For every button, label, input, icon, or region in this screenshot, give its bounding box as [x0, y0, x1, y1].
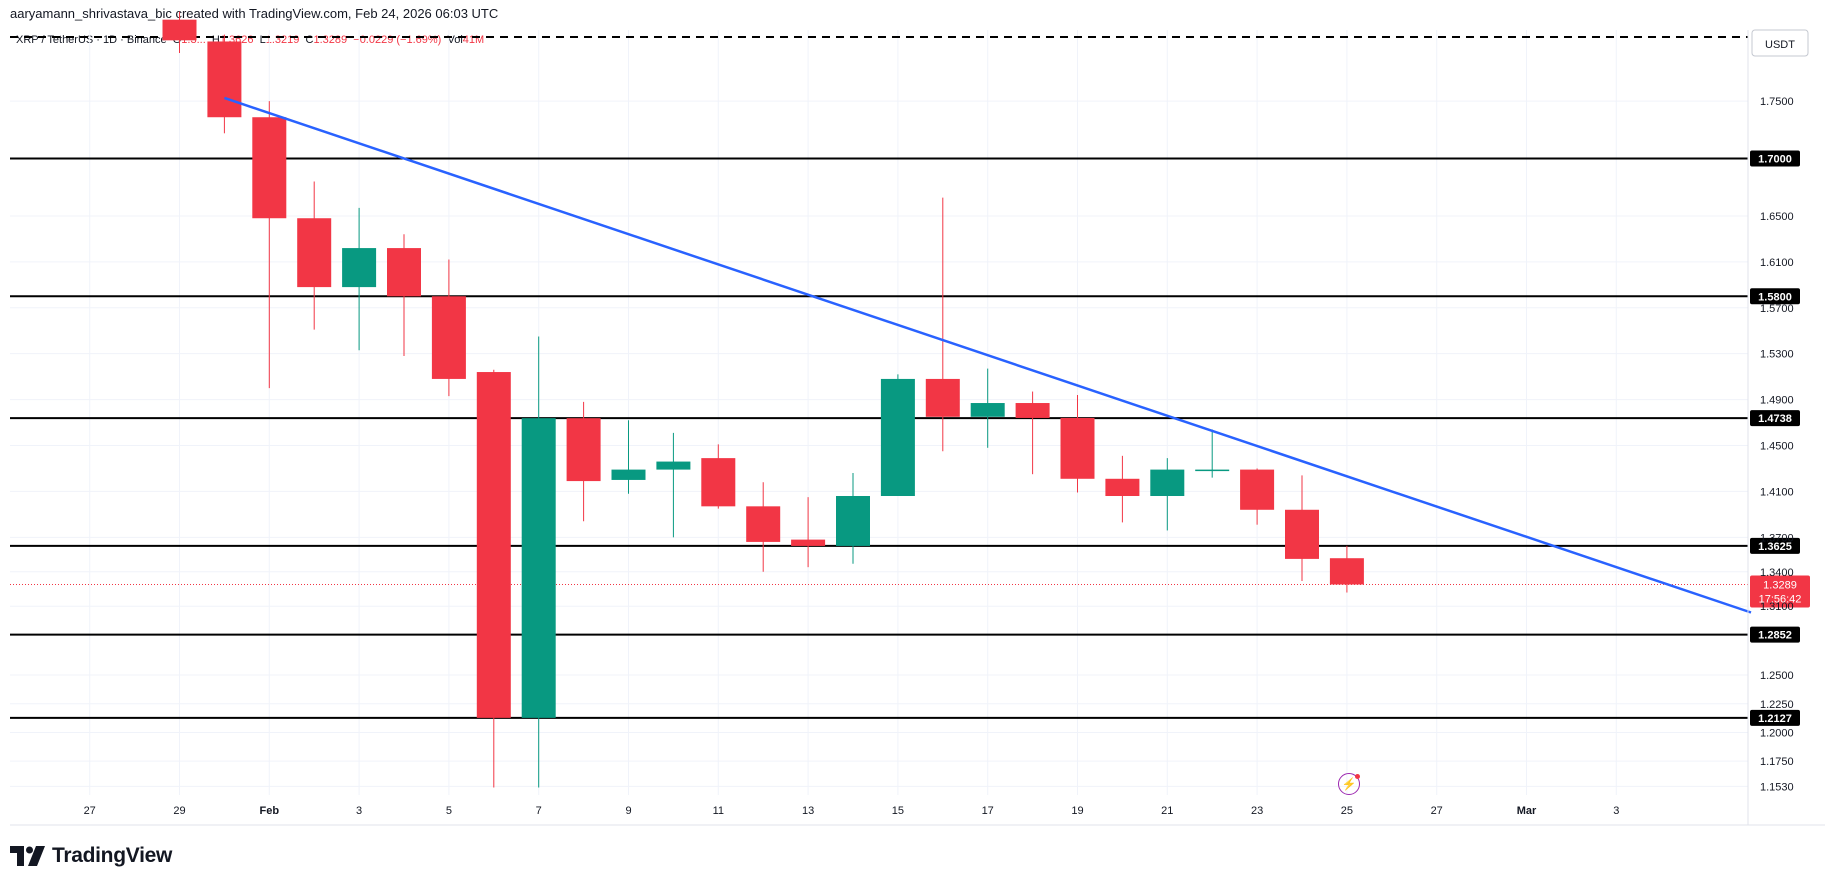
y-tick-label: 1.3700	[1760, 532, 1794, 544]
tradingview-logo-icon	[10, 846, 45, 866]
candle	[1329, 558, 1364, 585]
price-level-tag	[1750, 626, 1800, 643]
currency-label: USDT	[1765, 39, 1795, 51]
x-tick-label: 13	[802, 805, 814, 817]
x-tick-label: 21	[1161, 805, 1173, 817]
candle	[1240, 469, 1275, 510]
candle	[342, 248, 377, 288]
candle	[521, 418, 556, 718]
price-level-tag	[1750, 709, 1800, 726]
legend-close-label: C	[305, 34, 314, 46]
candle	[566, 418, 601, 482]
x-tick-label: 19	[1071, 805, 1083, 817]
y-tick-label: 1.2250	[1760, 699, 1794, 711]
candle	[1195, 469, 1230, 472]
legend-high-label: H	[211, 34, 220, 46]
candlestick-chart[interactable]: 1.7000 1.5800 1.4738 1.3625 1.2852 1.2127 1.32…	[0, 0, 1825, 840]
price-level-tag	[1750, 410, 1800, 427]
candle	[701, 458, 736, 507]
candle	[297, 218, 332, 288]
y-tick-label: 1.2000	[1760, 727, 1794, 739]
price-level-tag	[1750, 288, 1800, 305]
price-level-label: 1.2852	[1758, 630, 1792, 642]
candle	[252, 117, 287, 219]
y-tick-label: 1.5700	[1760, 303, 1794, 315]
x-tick-label: 3	[356, 805, 362, 817]
y-tick-label: 1.6100	[1760, 257, 1794, 269]
candle	[1105, 478, 1140, 497]
x-tick-label: 17	[982, 805, 994, 817]
current-price-label: 1.3289	[1763, 579, 1797, 591]
candle	[431, 296, 466, 379]
price-level-tag	[1750, 150, 1800, 167]
y-tick-label: 1.1530	[1760, 781, 1794, 793]
candle	[611, 469, 646, 480]
y-tick-label: 1.3400	[1760, 567, 1794, 579]
candle	[656, 461, 691, 470]
chart-attribution: aaryamann_shrivastava_bic created with T…	[10, 6, 499, 21]
candle	[925, 378, 960, 417]
x-tick-label: 7	[536, 805, 542, 817]
y-tick-label: 1.3100	[1760, 601, 1794, 613]
candle	[1150, 469, 1185, 497]
tradingview-brand: TradingView	[52, 844, 173, 867]
legend-low-label: L	[259, 34, 266, 46]
y-tick-label: 1.2500	[1760, 670, 1794, 682]
current-price-tag	[1750, 575, 1810, 608]
x-tick-label: 25	[1341, 805, 1353, 817]
x-tick-label: 9	[625, 805, 631, 817]
candle	[791, 539, 826, 546]
x-tick-label: 3	[1613, 805, 1619, 817]
y-tick-label: 1.4500	[1760, 440, 1794, 452]
x-tick-label: 11	[713, 805, 724, 817]
x-tick-label: 27	[84, 805, 96, 817]
candle	[746, 506, 781, 542]
candle	[1060, 417, 1095, 479]
candle	[162, 19, 197, 41]
candle	[207, 41, 242, 118]
y-tick-label: 1.6500	[1760, 211, 1794, 223]
x-tick-label: 27	[1431, 805, 1443, 817]
x-tick-label: 23	[1251, 805, 1263, 817]
candle	[1015, 403, 1050, 418]
price-level-label: 1.2127	[1758, 713, 1792, 725]
y-tick-label: 1.4900	[1760, 395, 1794, 407]
y-tick-label: 1.1750	[1760, 756, 1794, 768]
y-tick-label: 1.4100	[1760, 486, 1794, 498]
countdown-label: 17:56:42	[1759, 593, 1802, 605]
candle	[387, 248, 421, 297]
candle	[476, 372, 511, 718]
x-tick-label: 29	[173, 805, 185, 817]
price-level-label: 1.3625	[1758, 541, 1792, 553]
x-tick-label: Feb	[260, 805, 280, 817]
x-tick-label: 15	[892, 805, 904, 817]
price-level-label: 1.7000	[1758, 154, 1792, 166]
y-tick-label: 1.5300	[1760, 349, 1794, 361]
candle	[836, 496, 870, 546]
price-level-label: 1.4738	[1758, 413, 1792, 425]
tradingview-logo[interactable]: TradingView	[10, 842, 172, 870]
candle	[970, 403, 1005, 417]
descending-trendline	[224, 96, 1752, 614]
y-tick-label: 1.7500	[1760, 96, 1794, 108]
currency-box	[1751, 29, 1809, 57]
price-level-label: 1.5800	[1758, 291, 1792, 303]
x-tick-label: 5	[446, 805, 452, 817]
candle	[880, 378, 915, 497]
candle	[1285, 509, 1319, 559]
x-tick-label: Mar	[1517, 805, 1537, 817]
lightning-bolt-icon[interactable]: ⚡	[1338, 773, 1360, 795]
price-level-tag	[1750, 537, 1800, 554]
